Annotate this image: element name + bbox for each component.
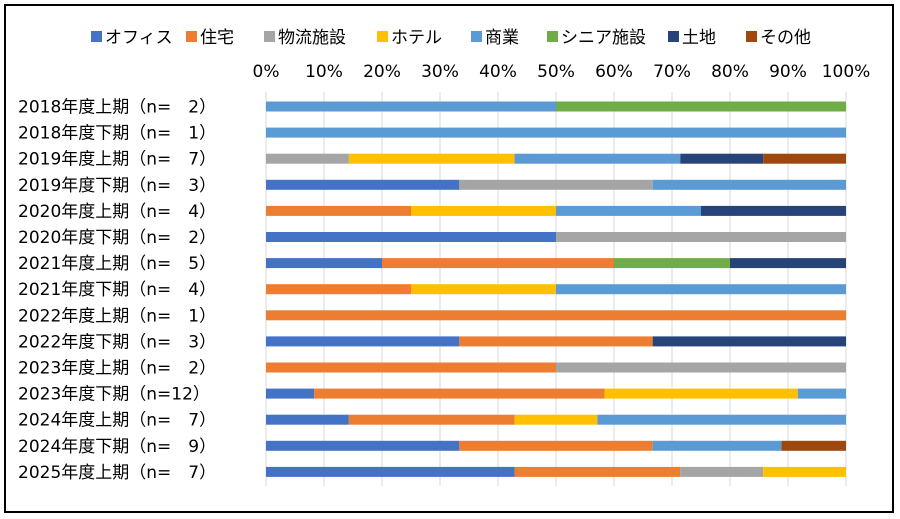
- bar-segment-r13-s5: [597, 414, 846, 425]
- bar-segment-r12-s4: [604, 388, 798, 399]
- bar-segment-r4-s3: [459, 179, 653, 190]
- legend-label-7: 土地: [682, 28, 716, 48]
- bar-segment-r15-s3: [680, 466, 764, 477]
- legend-swatch-4: [377, 31, 388, 42]
- bar-segment-r15-s1: [266, 466, 515, 477]
- bar-segment-r8-s4: [411, 284, 556, 295]
- bar-segment-r4-s5: [652, 179, 846, 190]
- legend-swatch-2: [186, 31, 197, 42]
- bar-segment-r1-s6: [556, 101, 846, 112]
- legend-swatch-5: [471, 31, 482, 42]
- x-tick-label-3: 30%: [421, 62, 459, 82]
- x-axis-ticks: 0% 10% 20% 30% 40% 50% 60% 70% 80% 90% 100%: [253, 62, 871, 82]
- bar-segment-r12-s2: [314, 388, 605, 399]
- bar-segment-r10-s7: [652, 336, 846, 347]
- x-tick-label-4: 40%: [479, 62, 517, 82]
- category-label-8: 2021年度下期（n= 4）: [18, 280, 216, 300]
- bar-segment-r14-s5: [652, 440, 782, 451]
- bar-segment-r11-s3: [556, 362, 846, 373]
- bar-segment-r13-s4: [514, 414, 598, 425]
- x-tick-label-7: 70%: [653, 62, 691, 82]
- bar-segment-r5-s7: [701, 205, 846, 216]
- bar-segment-r12-s1: [266, 388, 315, 399]
- bar-segment-r7-s6: [614, 258, 730, 269]
- category-label-6: 2020年度下期（n= 2）: [18, 228, 216, 248]
- legend-swatch-6: [547, 31, 558, 42]
- legend-swatch-1: [91, 31, 102, 42]
- x-tick-label-10: 100%: [822, 62, 871, 82]
- bar-segment-r6-s1: [266, 232, 556, 242]
- legend-label-4: ホテル: [391, 28, 442, 48]
- legend-label-3: 物流施設: [278, 28, 346, 48]
- category-label-3: 2019年度上期（n= 7）: [18, 150, 216, 170]
- bar-segment-r15-s2: [514, 466, 681, 477]
- category-label-7: 2021年度上期（n= 5）: [18, 254, 216, 274]
- bar-segment-r3-s4: [348, 153, 515, 164]
- bar-segment-r1-s5: [266, 101, 556, 112]
- bar-segment-r13-s1: [266, 414, 349, 425]
- legend-label-5: 商業: [485, 28, 519, 48]
- bar-segment-r11-s2: [266, 362, 556, 373]
- category-label-14: 2024年度下期（n= 9）: [18, 437, 216, 457]
- category-labels: 2018年度上期（n= 2） 2018年度下期（n= 1） 2019年度上期（n= …: [18, 98, 216, 483]
- bar-segment-r4-s1: [266, 179, 460, 190]
- bar-segment-r10-s1: [266, 336, 460, 347]
- bar-segment-r6-s3: [556, 232, 846, 242]
- category-label-4: 2019年度下期（n= 3）: [18, 176, 216, 196]
- bars: [266, 101, 846, 477]
- category-label-9: 2022年度上期（n= 1）: [18, 306, 216, 326]
- bar-segment-r5-s5: [556, 205, 701, 216]
- category-label-11: 2023年度上期（n= 2）: [18, 359, 216, 379]
- legend-label-6: シニア施設: [561, 28, 646, 48]
- bar-segment-r3-s8: [763, 153, 846, 164]
- x-tick-label-0: 0%: [253, 62, 280, 82]
- category-label-2: 2018年度下期（n= 1）: [18, 124, 216, 144]
- bar-segment-r5-s2: [266, 205, 411, 216]
- bar-segment-r3-s7: [680, 153, 764, 164]
- x-tick-label-9: 90%: [769, 62, 807, 82]
- bar-segment-r3-s5: [514, 153, 681, 164]
- bar-segment-r7-s7: [730, 258, 846, 269]
- bar-segment-r8-s2: [266, 284, 411, 295]
- category-label-13: 2024年度上期（n= 7）: [18, 411, 216, 431]
- bar-segment-r14-s1: [266, 440, 460, 451]
- category-label-1: 2018年度上期（n= 2）: [18, 98, 216, 118]
- legend-swatch-7: [668, 31, 679, 42]
- legend-swatch-3: [264, 31, 275, 42]
- bar-segment-r10-s2: [459, 336, 653, 347]
- bar-segment-r12-s5: [797, 388, 846, 399]
- bar-segment-r8-s5: [556, 284, 846, 295]
- bar-segment-r9-s2: [266, 310, 846, 321]
- bar-segment-r3-s3: [266, 153, 349, 164]
- category-label-5: 2020年度上期（n= 4）: [18, 202, 216, 222]
- legend-label-8: その他: [760, 28, 811, 48]
- x-tick-label-1: 10%: [305, 62, 343, 82]
- bar-segment-r7-s2: [382, 258, 614, 269]
- legend-label-2: 住宅: [200, 28, 234, 48]
- x-tick-label-2: 20%: [363, 62, 401, 82]
- bar-segment-r5-s4: [411, 205, 556, 216]
- legend: オフィス 住宅 物流施設 ホテル 商業 シニア施設 土地 その他: [91, 28, 811, 48]
- bar-segment-r2-s5: [266, 127, 846, 138]
- bar-segment-r14-s2: [459, 440, 653, 451]
- category-label-10: 2022年度下期（n= 3）: [18, 332, 216, 352]
- x-tick-label-5: 50%: [537, 62, 575, 82]
- bar-segment-r7-s1: [266, 258, 382, 269]
- category-label-12: 2023年度下期（n=12）: [18, 385, 210, 405]
- bar-segment-r14-s8: [781, 440, 846, 451]
- bar-segment-r15-s4: [763, 466, 846, 477]
- bar-segment-r13-s2: [348, 414, 515, 425]
- x-tick-label-8: 80%: [711, 62, 749, 82]
- legend-label-1: オフィス: [105, 28, 173, 48]
- legend-swatch-8: [746, 31, 757, 42]
- category-label-15: 2025年度上期（n= 7）: [18, 463, 216, 483]
- x-tick-label-6: 60%: [595, 62, 633, 82]
